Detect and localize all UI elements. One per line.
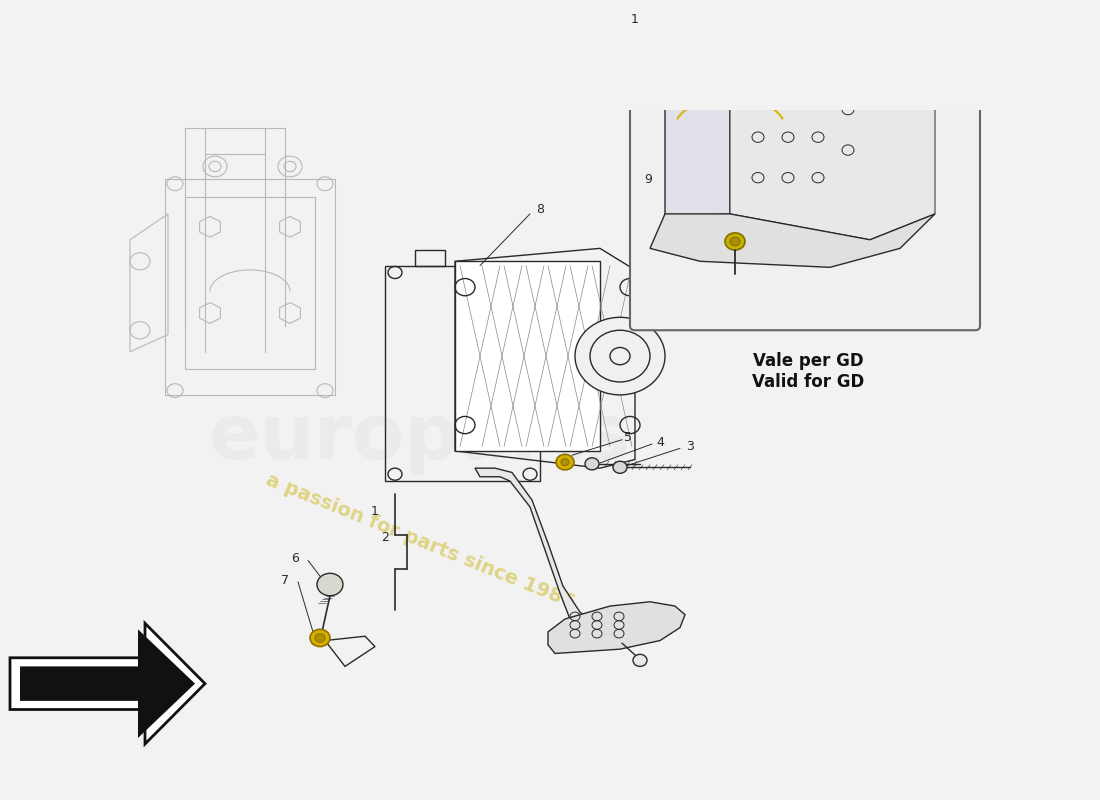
Text: 5: 5 bbox=[624, 431, 632, 445]
Text: 1: 1 bbox=[631, 14, 639, 26]
Polygon shape bbox=[548, 602, 685, 654]
Polygon shape bbox=[475, 468, 625, 645]
Text: 9: 9 bbox=[645, 173, 652, 186]
Text: 8: 8 bbox=[536, 203, 544, 216]
Circle shape bbox=[315, 634, 324, 642]
Bar bbox=[455, 262, 600, 451]
Circle shape bbox=[575, 318, 666, 395]
FancyBboxPatch shape bbox=[630, 0, 980, 330]
Text: 6: 6 bbox=[292, 552, 299, 565]
Text: 1: 1 bbox=[371, 505, 378, 518]
Polygon shape bbox=[650, 214, 935, 267]
Polygon shape bbox=[10, 623, 205, 744]
Circle shape bbox=[585, 458, 600, 470]
Bar bbox=[415, 250, 446, 266]
Circle shape bbox=[730, 237, 740, 246]
Polygon shape bbox=[666, 0, 730, 218]
Text: 7: 7 bbox=[280, 574, 289, 586]
Text: 2: 2 bbox=[381, 530, 389, 544]
Text: europarts: europarts bbox=[209, 401, 631, 475]
Polygon shape bbox=[20, 630, 195, 738]
Text: 4: 4 bbox=[656, 436, 664, 449]
Circle shape bbox=[725, 233, 745, 250]
Circle shape bbox=[632, 654, 647, 666]
Polygon shape bbox=[730, 0, 935, 240]
Text: 3: 3 bbox=[686, 440, 694, 453]
Text: Vale per GD
Valid for GD: Vale per GD Valid for GD bbox=[752, 352, 865, 390]
Circle shape bbox=[317, 574, 343, 596]
Circle shape bbox=[310, 630, 330, 646]
Circle shape bbox=[556, 454, 574, 470]
Circle shape bbox=[613, 462, 627, 474]
Circle shape bbox=[561, 458, 569, 466]
Text: a passion for parts since 1986: a passion for parts since 1986 bbox=[263, 470, 578, 612]
